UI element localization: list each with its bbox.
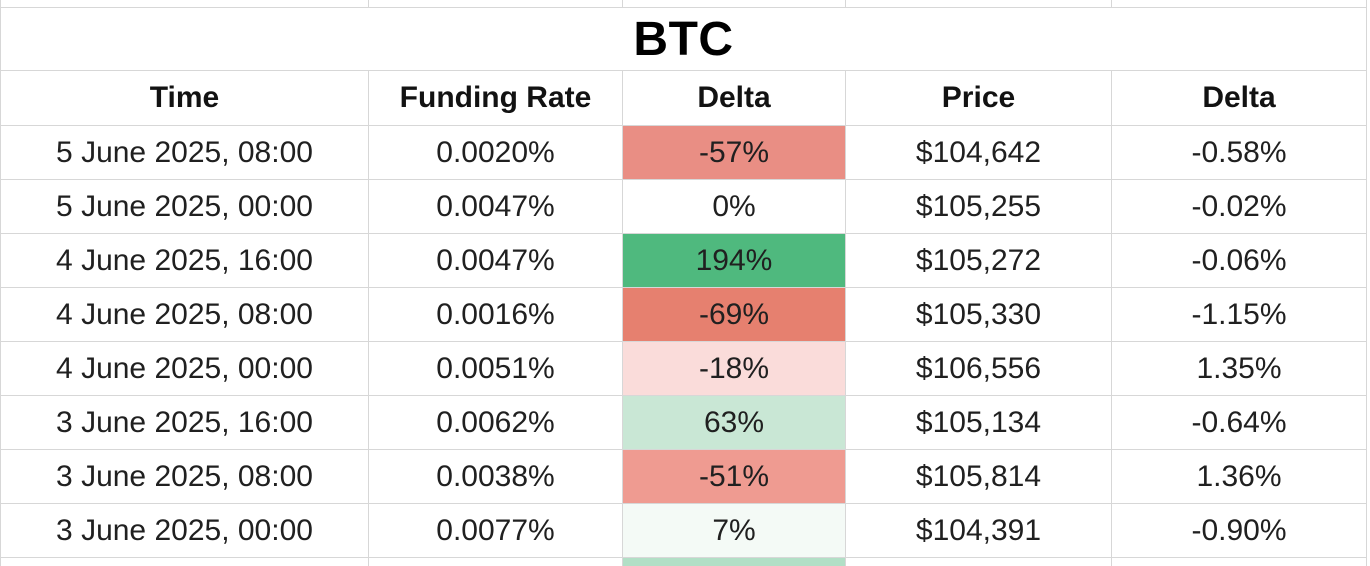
funding-delta-cell: 194% (623, 234, 846, 288)
funding-delta-cell: -18% (623, 342, 846, 396)
table-row: 5 June 2025, 08:00 0.0020% -57% $104,642… (1, 126, 1367, 180)
time-cell: 5 June 2025, 00:00 (1, 180, 369, 234)
price-delta-cell: 1.35% (1112, 342, 1367, 396)
cutoff-cell (1112, 558, 1367, 566)
funding-rate-cell: 0.0047% (369, 234, 623, 288)
table-row: 4 June 2025, 00:00 0.0051% -18% $106,556… (1, 342, 1367, 396)
time-cell: 3 June 2025, 16:00 (1, 396, 369, 450)
price-cell: $105,255 (846, 180, 1112, 234)
page-title: BTC (1, 8, 1367, 71)
funding-rate-cell: 0.0020% (369, 126, 623, 180)
funding-delta-cell: 63% (623, 396, 846, 450)
time-cell: 4 June 2025, 16:00 (1, 234, 369, 288)
price-delta-cell: -0.06% (1112, 234, 1367, 288)
price-delta-cell: -0.02% (1112, 180, 1367, 234)
funding-rate-cell: 0.0047% (369, 180, 623, 234)
price-delta-cell: 1.36% (1112, 450, 1367, 504)
column-header-funding-delta: Delta (623, 71, 846, 126)
price-delta-cell: -0.58% (1112, 126, 1367, 180)
column-header-price-delta: Delta (1112, 71, 1367, 126)
funding-delta-cell: -69% (623, 288, 846, 342)
header-row: Time Funding Rate Delta Price Delta (1, 71, 1367, 126)
funding-rate-cell: 0.0051% (369, 342, 623, 396)
table-row: 3 June 2025, 08:00 0.0038% -51% $105,814… (1, 450, 1367, 504)
cutoff-row-bottom (1, 558, 1367, 566)
cutoff-cell (1, 558, 369, 566)
table-row: 4 June 2025, 16:00 0.0047% 194% $105,272… (1, 234, 1367, 288)
price-cell: $104,391 (846, 504, 1112, 558)
cutoff-cell (1, 0, 369, 8)
time-cell: 5 June 2025, 08:00 (1, 126, 369, 180)
price-cell: $104,642 (846, 126, 1112, 180)
time-cell: 3 June 2025, 08:00 (1, 450, 369, 504)
funding-delta-cell: -51% (623, 450, 846, 504)
cutoff-cell (623, 0, 846, 8)
funding-rate-cell: 0.0038% (369, 450, 623, 504)
funding-delta-cell: -57% (623, 126, 846, 180)
price-cell: $105,272 (846, 234, 1112, 288)
title-row: BTC (1, 8, 1367, 71)
column-header-funding-rate: Funding Rate (369, 71, 623, 126)
cutoff-cell (369, 558, 623, 566)
table-row: 5 June 2025, 00:00 0.0047% 0% $105,255 -… (1, 180, 1367, 234)
funding-delta-cell: 0% (623, 180, 846, 234)
price-delta-cell: -0.90% (1112, 504, 1367, 558)
funding-rate-cell: 0.0016% (369, 288, 623, 342)
table-row: 3 June 2025, 16:00 0.0062% 63% $105,134 … (1, 396, 1367, 450)
cutoff-row-top (1, 0, 1367, 8)
price-delta-cell: -1.15% (1112, 288, 1367, 342)
price-cell: $105,814 (846, 450, 1112, 504)
time-cell: 3 June 2025, 00:00 (1, 504, 369, 558)
price-delta-cell: -0.64% (1112, 396, 1367, 450)
price-cell: $105,330 (846, 288, 1112, 342)
cutoff-cell (623, 558, 846, 566)
table-row: 3 June 2025, 00:00 0.0077% 7% $104,391 -… (1, 504, 1367, 558)
price-cell: $106,556 (846, 342, 1112, 396)
column-header-time: Time (1, 71, 369, 126)
cutoff-cell (1112, 0, 1367, 8)
table-row: 4 June 2025, 08:00 0.0016% -69% $105,330… (1, 288, 1367, 342)
cutoff-cell (846, 0, 1112, 8)
time-cell: 4 June 2025, 08:00 (1, 288, 369, 342)
time-cell: 4 June 2025, 00:00 (1, 342, 369, 396)
funding-delta-cell: 7% (623, 504, 846, 558)
price-cell: $105,134 (846, 396, 1112, 450)
funding-rate-cell: 0.0077% (369, 504, 623, 558)
column-header-price: Price (846, 71, 1112, 126)
funding-rate-cell: 0.0062% (369, 396, 623, 450)
cutoff-cell (846, 558, 1112, 566)
cutoff-cell (369, 0, 623, 8)
